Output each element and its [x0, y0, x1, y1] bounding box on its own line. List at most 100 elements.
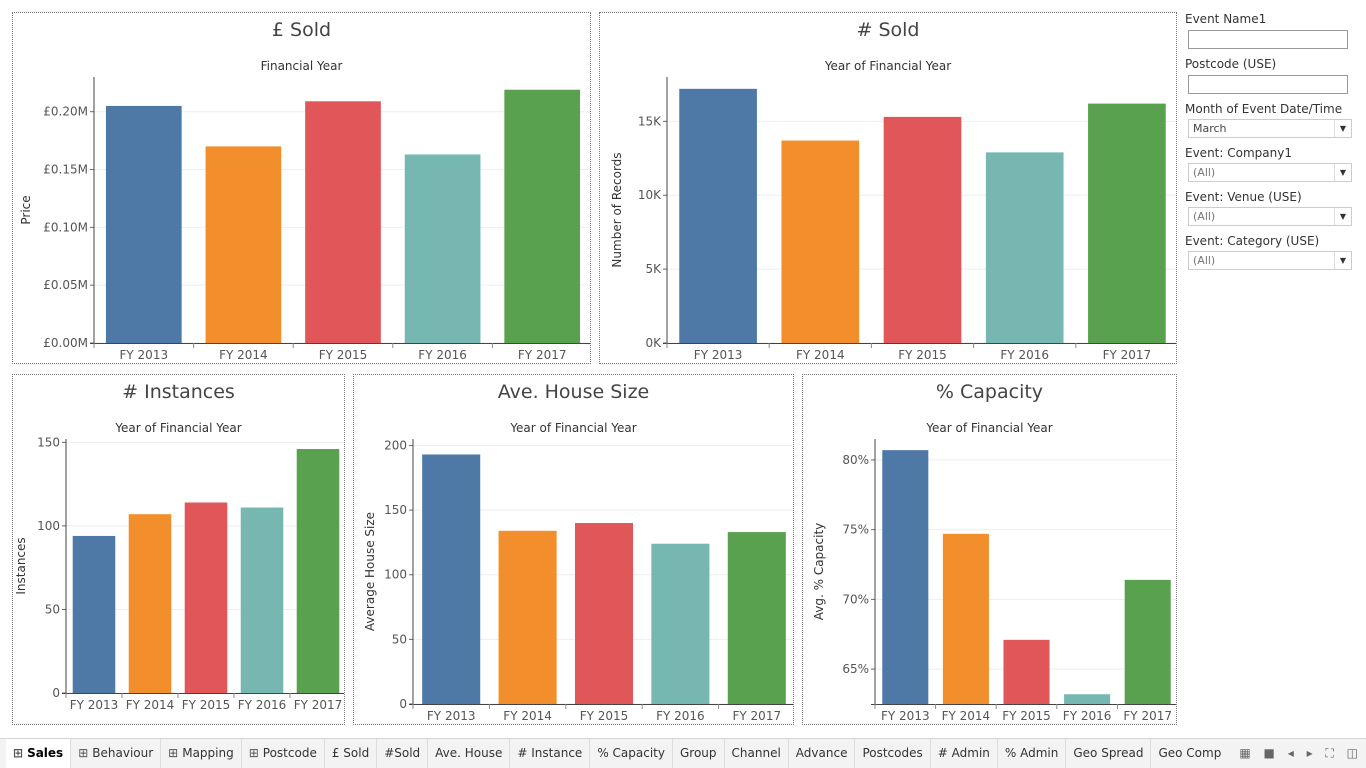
tab-ave-house[interactable]: Ave. House: [428, 739, 511, 768]
bar-chart-instances: 0 50 100 150 FY 2013 FY 2014 FY 2015 FY 2016 FY …: [14, 435, 344, 712]
x-tick-label: FY 2014: [219, 348, 268, 362]
bar-fy-2014[interactable]: [498, 530, 557, 704]
chevron-down-icon[interactable]: ▼: [1334, 164, 1351, 181]
x-tick-label: FY 2014: [126, 698, 175, 712]
tab-postcode[interactable]: ⊞ Postcode: [242, 739, 325, 768]
y-tick-label: £0.15M: [43, 163, 88, 177]
x-tick-label: FY 2013: [427, 709, 476, 723]
y-tick-label: £0.20M: [43, 105, 88, 119]
chevron-down-icon[interactable]: ▼: [1334, 208, 1351, 225]
tab-label: Advance: [795, 746, 848, 760]
tab-sold[interactable]: £ Sold: [325, 739, 378, 768]
x-tick-label: FY 2014: [503, 709, 552, 723]
chart-title: Ave. House Size: [497, 381, 650, 403]
tab-channel[interactable]: Channel: [725, 739, 789, 768]
present-icon[interactable]: ◫: [1346, 746, 1358, 760]
bar-fy-2015[interactable]: [184, 502, 228, 694]
sheet-tabs: ⊞ Sales ⊞ Behaviour ⊞ Mapping ⊞ Postcode £ Sold #…: [6, 739, 1222, 768]
tab-behaviour[interactable]: ⊞ Behaviour: [71, 739, 162, 768]
bar-fy-2017[interactable]: [1124, 579, 1171, 704]
chart-panel-sold-value: £ Sold Financial Year £0.00M £0.05M £0.10M…: [12, 12, 591, 364]
x-tick-label: FY 2015: [898, 348, 947, 362]
company-dropdown[interactable]: (All) ▼: [1188, 163, 1352, 182]
bar-fy-2015[interactable]: [305, 101, 381, 343]
bar-fy-2014[interactable]: [205, 146, 282, 343]
stop-icon[interactable]: ■: [1263, 746, 1275, 760]
category-dropdown[interactable]: (All) ▼: [1188, 251, 1352, 270]
tab-group[interactable]: Group: [673, 739, 725, 768]
venue-dropdown[interactable]: (All) ▼: [1188, 207, 1352, 226]
bar-fy-2016[interactable]: [1064, 694, 1111, 704]
filter-venue: Event: Venue (USE) (All) ▼: [1185, 190, 1355, 226]
chart-subtitle: Year of Financial Year: [510, 421, 637, 435]
tab-admin[interactable]: % Admin: [998, 739, 1067, 768]
bar-fy-2013[interactable]: [882, 450, 929, 704]
bar-fy-2016[interactable]: [651, 543, 710, 704]
tab-advance[interactable]: Advance: [789, 739, 856, 768]
tab-label: #Sold: [384, 746, 421, 760]
chevron-down-icon[interactable]: ▼: [1334, 120, 1351, 137]
bar-fy-2015[interactable]: [574, 523, 634, 704]
bar-fy-2017[interactable]: [727, 532, 786, 704]
filter-label: Event: Venue (USE): [1185, 190, 1302, 204]
filter-label: Event: Company1: [1185, 146, 1292, 160]
tab-instance[interactable]: # Instance: [510, 739, 591, 768]
month-dropdown[interactable]: March ▼: [1188, 119, 1352, 138]
grid-icon: ⊞: [168, 746, 179, 760]
grid-icon: ⊞: [13, 746, 24, 760]
tab-geo-spread[interactable]: Geo Spread: [1066, 739, 1152, 768]
fullscreen-icon[interactable]: ⛶: [1325, 746, 1334, 760]
x-tick-label: FY 2015: [580, 709, 629, 723]
bar-fy-2015[interactable]: [1003, 639, 1050, 704]
postcode-input[interactable]: [1188, 75, 1348, 94]
x-tick-label: FY 2017: [1123, 709, 1172, 723]
bar-fy-2013[interactable]: [679, 88, 757, 343]
chart-subtitle: Financial Year: [260, 59, 343, 73]
y-axis-label: Number of Records: [610, 152, 624, 267]
bar-fy-2016[interactable]: [240, 507, 284, 693]
tab-mapping[interactable]: ⊞ Mapping: [161, 739, 242, 768]
chart-panel-house-size: Ave. House Size Year of Financial Year 0…: [353, 374, 794, 725]
bar-fy-2017[interactable]: [296, 449, 340, 693]
y-tick-label: 50: [392, 632, 407, 646]
bar-fy-2014[interactable]: [942, 533, 989, 704]
bar-fy-2013[interactable]: [105, 105, 182, 343]
filter-month: Month of Event Date/Time March ▼: [1185, 102, 1355, 138]
tab-geo-compare[interactable]: Geo Compare: [1151, 739, 1222, 768]
tab-capacity[interactable]: % Capacity: [590, 739, 673, 768]
grid-view-icon[interactable]: ▦: [1239, 746, 1251, 760]
bar-chart-capacity: 65% 70% 75% 80% FY 2013 FY 2014 FY 2015 FY 2016…: [812, 439, 1176, 723]
y-tick-label: 15K: [638, 114, 662, 128]
bar-fy-2016[interactable]: [985, 152, 1064, 343]
bar-fy-2013[interactable]: [72, 535, 116, 693]
tab-sales[interactable]: ⊞ Sales: [6, 739, 72, 768]
chart-subtitle: Year of Financial Year: [824, 59, 952, 73]
tab-postcodes[interactable]: Postcodes: [855, 739, 931, 768]
bar-fy-2014[interactable]: [781, 140, 860, 343]
filter-category: Event: Category (USE) (All) ▼: [1185, 234, 1355, 270]
tab-label: Mapping: [182, 746, 234, 760]
y-tick-label: 0K: [645, 336, 662, 350]
y-tick-label: 150: [37, 435, 60, 449]
y-axis-label: Instances: [14, 537, 28, 594]
bar-fy-2014[interactable]: [128, 514, 172, 693]
x-tick-label: FY 2013: [881, 709, 930, 723]
sheet-tab-bar: ⊞ Sales ⊞ Behaviour ⊞ Mapping ⊞ Postcode £ Sold #…: [0, 738, 1366, 768]
bar-fy-2017[interactable]: [1088, 103, 1166, 343]
bar-fy-2017[interactable]: [504, 89, 581, 343]
dropdown-value: (All): [1193, 254, 1216, 267]
bar-fy-2013[interactable]: [422, 454, 481, 704]
bar-fy-2015[interactable]: [883, 116, 962, 344]
tab-admin[interactable]: # Admin: [931, 739, 998, 768]
tab-sold[interactable]: #Sold: [377, 739, 429, 768]
filter-label: Postcode (USE): [1185, 57, 1277, 71]
filter-postcode: Postcode (USE): [1185, 57, 1355, 94]
chevron-down-icon[interactable]: ▼: [1334, 252, 1351, 269]
tab-label: Channel: [731, 746, 781, 760]
x-tick-label: FY 2016: [1000, 348, 1049, 362]
event-name-input[interactable]: [1188, 30, 1348, 49]
x-tick-label: FY 2015: [1002, 709, 1051, 723]
next-icon[interactable]: ▸: [1306, 746, 1313, 760]
prev-icon[interactable]: ◂: [1287, 746, 1294, 760]
bar-fy-2016[interactable]: [404, 154, 481, 343]
